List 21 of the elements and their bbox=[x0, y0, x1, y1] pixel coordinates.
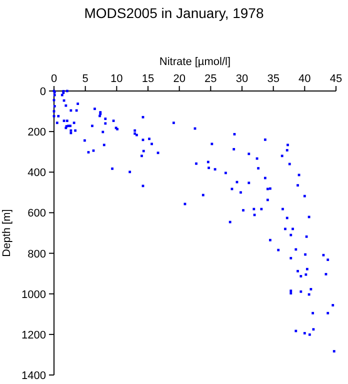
x-tick-label: 10 bbox=[110, 73, 123, 85]
x-tick-label: 15 bbox=[142, 73, 154, 85]
x-tick-label: 5 bbox=[82, 73, 88, 85]
x-tick-label: 40 bbox=[298, 73, 311, 85]
x-tick-label: 20 bbox=[173, 73, 186, 85]
y-tick-label: 1000 bbox=[22, 288, 46, 301]
y-tick-label: 600 bbox=[28, 208, 46, 220]
y-tick-label: 200 bbox=[28, 126, 46, 139]
x-tick-label: 0 bbox=[50, 73, 58, 85]
y-tick-label: 1400 bbox=[22, 370, 46, 382]
x-tick-label: 35 bbox=[267, 73, 280, 85]
y-tick-label: 1200 bbox=[22, 329, 46, 342]
x-tick-label: 45 bbox=[330, 73, 342, 85]
x-tick-label: 30 bbox=[236, 73, 248, 85]
x-axis-title: Nitrate [µmol/l] bbox=[159, 56, 231, 68]
x-tick-label: 25 bbox=[204, 73, 217, 85]
y-tick-label: 0 bbox=[40, 86, 46, 98]
y-tick-label: 800 bbox=[28, 248, 46, 260]
chart-title: MODS2005 in January, 1978 bbox=[84, 5, 264, 21]
y-tick-label: 400 bbox=[28, 167, 46, 180]
y-axis-title: Depth [m] bbox=[1, 209, 13, 257]
